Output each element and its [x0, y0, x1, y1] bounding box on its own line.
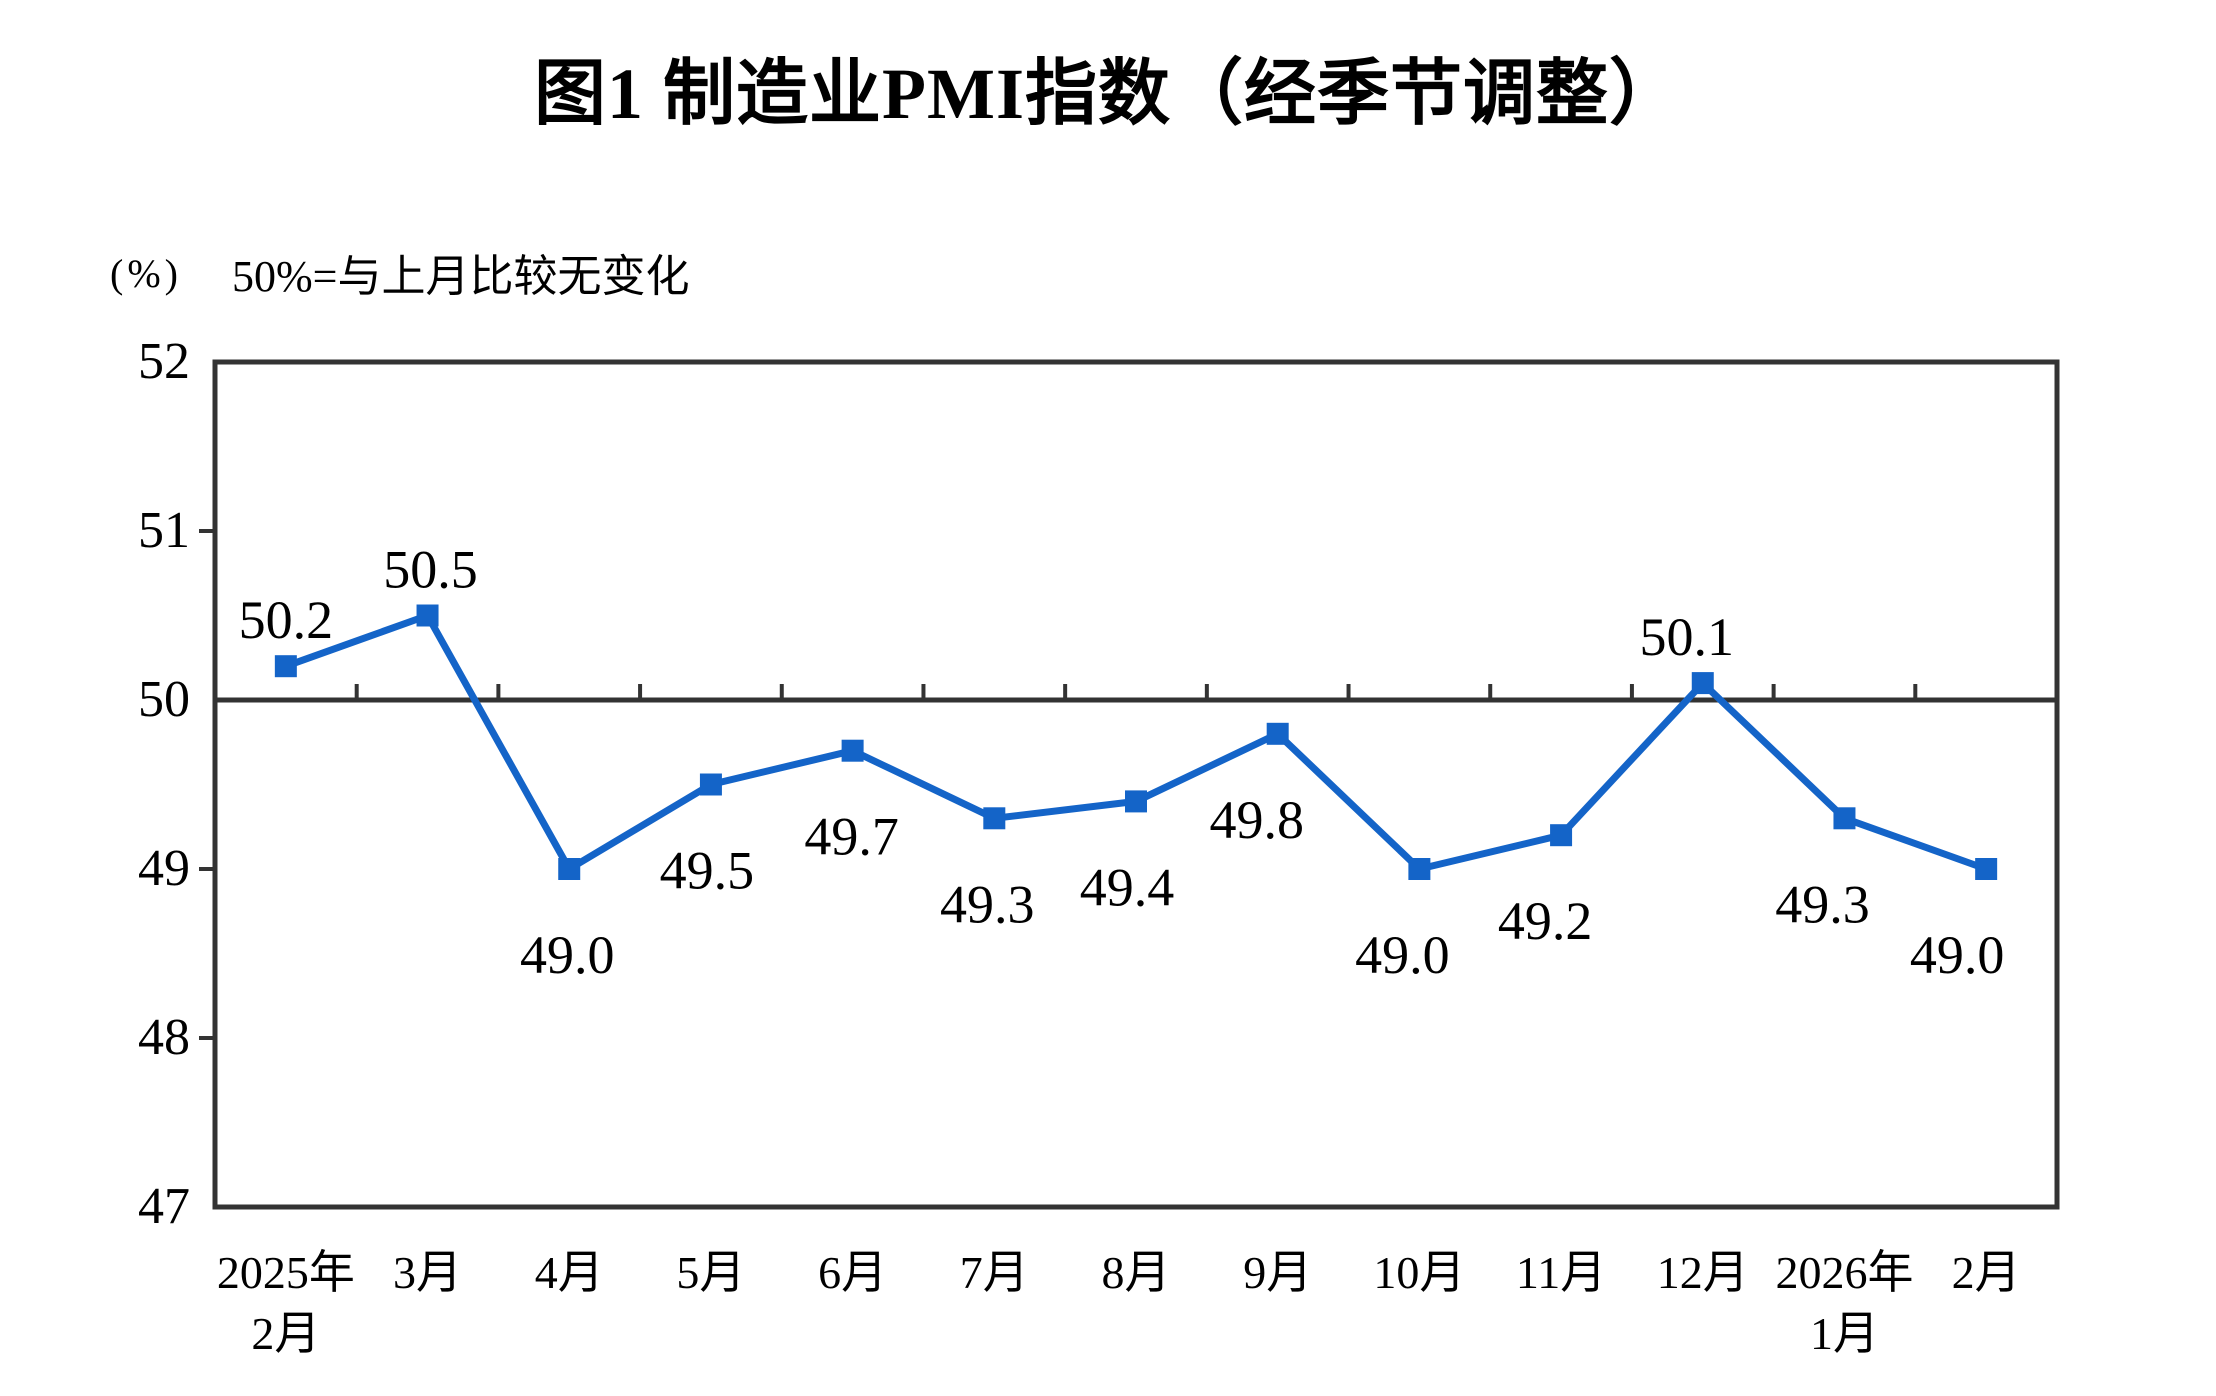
y-axis-tick-label: 48	[138, 1009, 190, 1066]
data-point-marker	[841, 739, 864, 762]
data-point-label: 49.5	[660, 841, 755, 901]
data-point-marker	[1550, 824, 1573, 847]
y-axis-tick-label: 47	[138, 1178, 190, 1235]
data-point-label: 49.4	[1080, 857, 1175, 917]
x-axis-category-label: 6月	[818, 1247, 888, 1298]
data-point-marker	[1833, 807, 1856, 830]
data-point-label: 49.7	[804, 807, 899, 867]
data-point-label: 49.0	[1355, 925, 1450, 985]
y-axis-tick-label: 52	[138, 333, 190, 390]
x-axis-category-label: 4月	[534, 1247, 604, 1298]
data-point-marker	[1975, 858, 1998, 880]
x-axis-category-label: 2月	[1951, 1247, 2021, 1298]
data-point-marker	[558, 858, 581, 880]
chart-canvas: 50.2 50.5 49.0 49.5 49.7 49.3 49.4 49.8 49.0 49.2…	[199, 359, 2060, 1210]
data-point-label: 50.5	[383, 540, 478, 600]
x-axis-category-label: 12月	[1656, 1247, 1749, 1298]
y-axis-unit-label: (%)	[110, 251, 182, 296]
data-point-label: 50.2	[239, 590, 333, 650]
data-point-marker	[1408, 858, 1431, 880]
data-point-marker	[699, 773, 722, 796]
data-point-marker	[274, 655, 297, 678]
data-point-marker	[983, 807, 1006, 830]
data-point-label: 49.0	[1910, 925, 2005, 985]
x-axis-category-label: 10月	[1373, 1247, 1466, 1298]
data-point-label: 49.2	[1498, 891, 1593, 951]
data-point-marker	[416, 604, 439, 627]
x-axis-category-label: 2025年 2月	[216, 1247, 355, 1359]
data-point-marker	[1691, 672, 1714, 695]
x-axis-category-label: 11月	[1515, 1247, 1607, 1298]
plot-border	[212, 359, 2060, 1210]
data-point-label: 49.3	[1775, 874, 1870, 934]
x-axis-category-label: 7月	[959, 1247, 1029, 1298]
y-axis-tick-label: 51	[138, 502, 190, 559]
x-axis-category-label: 3月	[393, 1247, 463, 1298]
y-axis-tick-label: 50	[138, 671, 190, 728]
x-axis-category-label: 2026年 1月	[1775, 1247, 1914, 1359]
y-axis-tick-label: 49	[138, 840, 190, 897]
data-point-label: 49.8	[1209, 790, 1304, 850]
x-axis-category-label: 5月	[676, 1247, 746, 1298]
data-point-marker	[1125, 790, 1147, 813]
x-axis-category-label: 9月	[1243, 1247, 1313, 1298]
plot-area: 50.2 50.5 49.0 49.5 49.7 49.3 49.4 49.8 49.0 49.2…	[199, 359, 2060, 1210]
data-point-label: 50.1	[1640, 607, 1735, 667]
data-point-marker	[1266, 722, 1289, 745]
data-point-label: 49.0	[520, 925, 615, 985]
reference-note: 50%=与上月比较无变化	[232, 252, 690, 301]
chart-title: 图1 制造业PMI指数（经季节调整）	[534, 54, 1682, 134]
x-axis-category-label: 8月	[1101, 1247, 1171, 1298]
data-point-label: 49.3	[940, 874, 1034, 934]
